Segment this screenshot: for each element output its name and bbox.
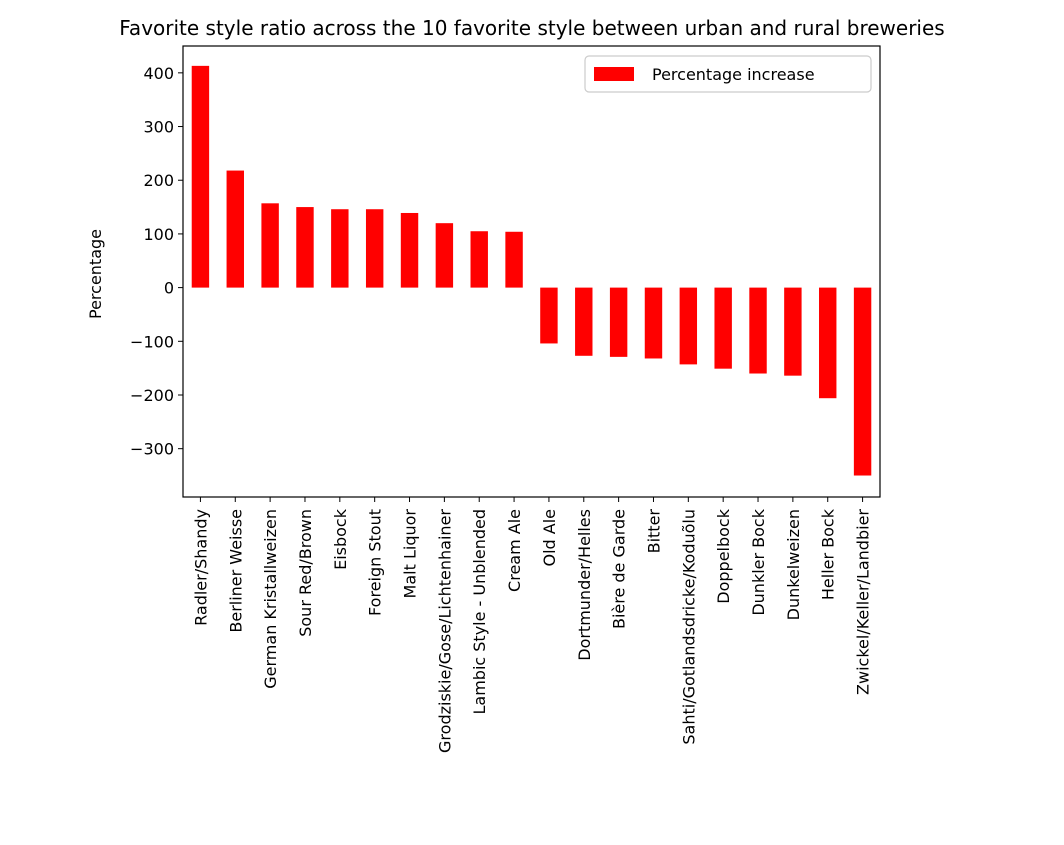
bar-17 — [784, 287, 802, 376]
bar-3 — [296, 207, 314, 288]
x-tick-label: Dunkelweizen — [784, 509, 803, 620]
x-tick-label: Cream Ale — [505, 509, 524, 592]
bar-11 — [575, 287, 593, 356]
x-tick-label: Lambic Style - Unblended — [470, 509, 489, 715]
bar-15 — [714, 287, 732, 369]
plot-frame — [182, 45, 881, 498]
x-tick-label: Zwickel/Keller/Landbier — [854, 509, 873, 695]
x-tick-label: Malt Liquor — [401, 509, 420, 599]
bar-16 — [749, 287, 767, 374]
x-tick-label: Berliner Weisse — [226, 509, 245, 633]
bars-group — [191, 65, 872, 476]
y-tick-label: −200 — [130, 386, 174, 405]
bar-12 — [609, 287, 628, 357]
y-tick-label: 0 — [164, 279, 174, 298]
x-tick-label: Dunkler Bock — [749, 508, 768, 615]
y-tick-label: −100 — [130, 332, 174, 351]
bar-0 — [191, 65, 210, 288]
bar-14 — [679, 287, 698, 365]
x-tick-label: Sahti/Gotlandsdricke/Koduõlu — [679, 509, 698, 745]
y-tick-label: 100 — [143, 225, 174, 244]
bar-5 — [365, 209, 384, 288]
bar-18 — [819, 287, 837, 399]
bar-1 — [226, 170, 244, 288]
x-tick-label: German Kristallweizen — [261, 509, 280, 689]
bar-19 — [853, 287, 872, 476]
y-tick-label: 400 — [143, 64, 174, 83]
x-tick-label: Dortmunder/Helles — [575, 509, 594, 661]
legend: Percentage increase — [584, 55, 872, 93]
y-tick-label: 200 — [143, 171, 174, 190]
bar-6 — [400, 212, 419, 288]
legend-box — [584, 55, 872, 93]
bar-13 — [644, 287, 663, 359]
x-tick-label: Doppelbock — [714, 508, 733, 603]
y-axis-ticks: 400 300 200 100 0 −100 −200 −300 — [130, 64, 183, 459]
bar-8 — [470, 231, 488, 288]
y-axis-label: Percentage — [86, 229, 105, 319]
legend-swatch — [594, 67, 634, 81]
x-tick-label: Grodziskie/Gose/Lichtenhainer — [435, 509, 454, 753]
y-tick-label: 300 — [143, 118, 174, 137]
x-tick-label: Radler/Shandy — [191, 509, 210, 626]
x-tick-label: Bitter — [644, 509, 663, 554]
legend-label: Percentage increase — [652, 65, 815, 84]
x-tick-label: Bière de Garde — [610, 509, 629, 629]
x-tick-label: Eisbock — [331, 508, 350, 570]
x-tick-label: Old Ale — [540, 509, 559, 567]
bar-7 — [435, 223, 454, 288]
x-tick-label: Foreign Stout — [366, 509, 385, 616]
y-tick-label: −300 — [130, 440, 174, 459]
bar-4 — [331, 209, 349, 288]
x-tick-label: Sour Red/Brown — [296, 509, 315, 637]
bar-10 — [540, 287, 558, 344]
chart-title: Favorite style ratio across the 10 favor… — [119, 16, 944, 40]
bar-9 — [505, 231, 523, 288]
x-axis-ticks: Radler/Shandy Berliner Weisse German Krist… — [191, 497, 873, 753]
bar-2 — [261, 203, 279, 288]
x-tick-label: Heller Bock — [819, 508, 838, 600]
